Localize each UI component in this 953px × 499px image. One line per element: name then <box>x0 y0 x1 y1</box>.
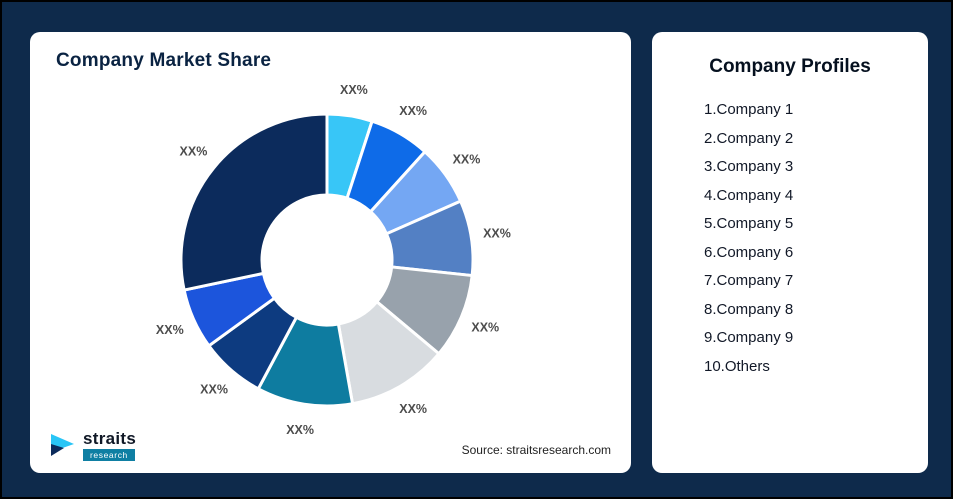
logo-subtitle: research <box>83 449 135 461</box>
segment-label: XX% <box>399 402 427 416</box>
straits-arrow-icon <box>51 433 74 456</box>
list-item-company-8: 8.Company 8 <box>704 300 794 318</box>
straits-logo: straits research <box>50 430 136 461</box>
logo-text: straits research <box>83 430 136 461</box>
list-item-company-9: 9.Company 9 <box>704 329 794 346</box>
logo-name: straits <box>83 429 137 448</box>
segment-label: XX% <box>200 383 228 397</box>
chart-title: Company Market Share <box>56 50 272 71</box>
profiles-list: 1.Company 1 2.Company 2 3.Company 3 4.Co… <box>704 96 928 381</box>
list-item-company-5: 5.Company 5 <box>704 215 794 232</box>
segment-label: XX% <box>471 320 499 334</box>
list-item-company-3: 3.Company 3 <box>704 158 794 175</box>
market-share-card: Company Market Share XX% XX% XX% XX% XX% XX% X… <box>30 32 631 473</box>
list-item-company-1: 1.Company 1 <box>704 101 794 118</box>
donut-chart: XX% XX% XX% XX% XX% XX% XX% XX% XX% XX% <box>156 83 511 437</box>
segment-label: XX% <box>286 423 314 437</box>
company-profiles-card: Company Profiles 1.Company 1 2.Company 2… <box>652 32 928 473</box>
donut-segment <box>179 112 329 292</box>
list-item-company-2: 2.Company 2 <box>704 129 794 147</box>
list-item-company-7: 7.Company 7 <box>704 272 794 289</box>
segment-label: XX% <box>453 152 481 166</box>
list-item-company-4: 4.Company 4 <box>704 186 794 204</box>
source-text: Source: straitsresearch.com <box>461 443 611 457</box>
segment-label: XX% <box>156 323 184 337</box>
list-item-company-6: 6.Company 6 <box>704 243 794 261</box>
segment-label: XX% <box>340 83 368 97</box>
segment-label: XX% <box>399 104 427 118</box>
profiles-title: Company Profiles <box>709 56 871 77</box>
list-item-others: 10.Others <box>704 357 770 375</box>
segment-label: XX% <box>180 145 208 159</box>
segment-label: XX% <box>483 227 511 241</box>
